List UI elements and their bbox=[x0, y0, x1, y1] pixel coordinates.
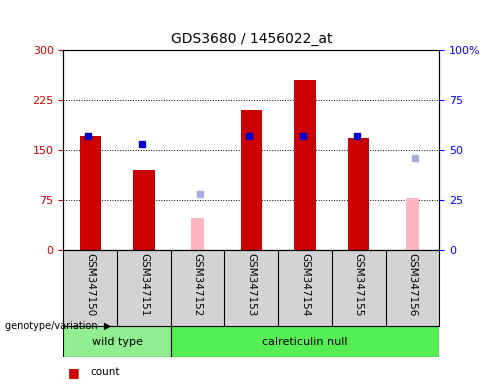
Text: GSM347155: GSM347155 bbox=[354, 253, 364, 317]
Text: GSM347153: GSM347153 bbox=[246, 253, 256, 317]
Bar bbox=[241, 110, 262, 250]
Text: GSM347150: GSM347150 bbox=[85, 253, 95, 317]
Bar bbox=[63, 326, 171, 357]
Bar bbox=[80, 136, 101, 250]
Title: GDS3680 / 1456022_at: GDS3680 / 1456022_at bbox=[171, 32, 332, 46]
Text: genotype/variation  ▶: genotype/variation ▶ bbox=[5, 321, 111, 331]
Bar bbox=[171, 326, 439, 357]
Text: ■: ■ bbox=[68, 366, 80, 379]
Bar bbox=[133, 170, 155, 250]
Text: wild type: wild type bbox=[92, 337, 142, 347]
Bar bbox=[348, 138, 369, 250]
Text: GSM347156: GSM347156 bbox=[407, 253, 417, 317]
Text: calreticulin null: calreticulin null bbox=[262, 337, 348, 347]
Bar bbox=[406, 199, 419, 250]
Text: GSM347151: GSM347151 bbox=[139, 253, 149, 317]
Text: count: count bbox=[90, 367, 120, 377]
Text: GSM347154: GSM347154 bbox=[300, 253, 310, 317]
Bar bbox=[294, 80, 316, 250]
Text: GSM347152: GSM347152 bbox=[193, 253, 203, 317]
Bar bbox=[191, 218, 204, 250]
